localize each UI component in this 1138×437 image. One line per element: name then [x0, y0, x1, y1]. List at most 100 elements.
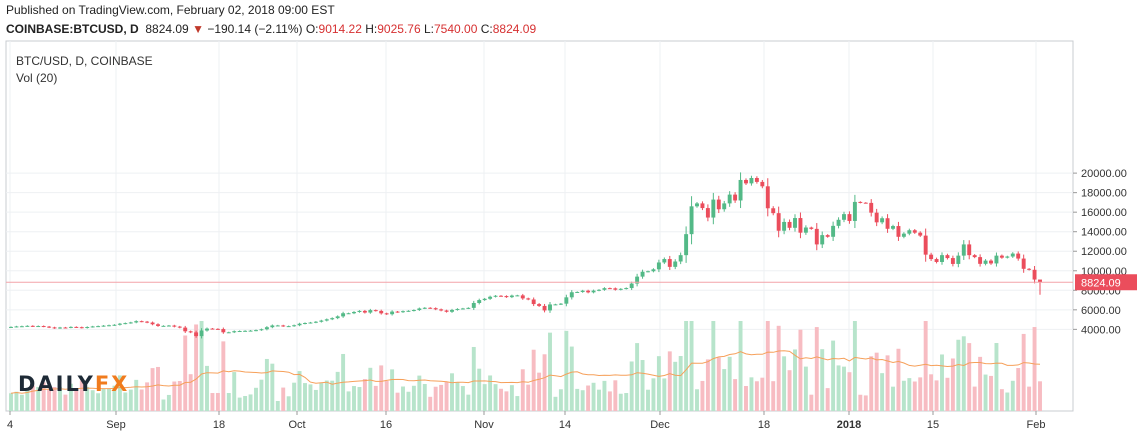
volume-bar — [390, 369, 395, 411]
volume-bar — [183, 335, 188, 411]
volume-bar — [553, 396, 558, 411]
x-tick-label: Dec — [650, 419, 670, 431]
candle-body — [488, 296, 493, 299]
volume-bar — [923, 321, 928, 411]
candle-body — [368, 310, 373, 313]
candle-body — [520, 295, 525, 299]
candle-body — [945, 255, 950, 259]
volume-bar — [243, 396, 248, 411]
candle-body — [161, 325, 166, 327]
candle-body — [1005, 256, 1010, 258]
volume-bar — [248, 394, 253, 411]
candle-body — [123, 323, 128, 325]
candle-body — [537, 304, 542, 306]
volume-bar — [591, 382, 596, 411]
candle-body — [433, 308, 438, 310]
volume-bar — [172, 381, 177, 411]
volume-bar — [58, 386, 62, 411]
x-tick-label: 2018 — [837, 419, 861, 431]
candle-body — [744, 179, 748, 184]
volume-bar — [863, 395, 868, 411]
candle-body — [346, 313, 351, 315]
candle-body — [542, 305, 547, 311]
y-tick-label: 12000.00 — [1081, 246, 1127, 258]
volume-bar — [439, 384, 444, 411]
candle-body — [47, 326, 52, 328]
candle-body — [85, 327, 90, 329]
volume-bar — [765, 321, 770, 411]
volume-bar — [662, 378, 667, 411]
candle-body — [428, 307, 433, 309]
volume-bar — [907, 378, 912, 411]
volume-bar — [319, 383, 324, 411]
candle-body — [313, 321, 318, 323]
candle-body — [820, 235, 825, 245]
y-tick-label: 16000.00 — [1081, 207, 1127, 219]
volume-bar — [820, 349, 825, 411]
candle-body — [466, 307, 471, 309]
candle-body — [509, 295, 514, 298]
candle-body — [1021, 258, 1026, 269]
candle-body — [352, 311, 356, 314]
volume-bar — [460, 386, 465, 411]
candle-body — [477, 300, 482, 303]
candle-body — [880, 218, 885, 223]
candle-body — [842, 214, 846, 220]
candle-body — [896, 226, 901, 237]
candle-body — [455, 308, 460, 310]
volume-bar — [150, 368, 155, 411]
candle-body — [809, 227, 814, 229]
candle-body — [618, 288, 623, 290]
candle-body — [787, 221, 792, 228]
volume-bar — [477, 368, 482, 411]
candle-body — [210, 328, 215, 330]
volume-bar — [19, 394, 24, 411]
candle-body — [74, 326, 79, 328]
candle-body — [194, 332, 199, 337]
candle-body — [275, 325, 280, 327]
y-tick-label: 4000.00 — [1081, 324, 1121, 336]
x-tick-label: 4 — [7, 419, 13, 431]
candle-body — [215, 328, 220, 330]
volume-bar — [215, 392, 220, 411]
volume-bar — [373, 385, 378, 411]
down-triangle-icon: ▼ — [192, 22, 204, 36]
candle-body — [934, 259, 939, 262]
candle-body — [907, 230, 912, 234]
volume-bar — [9, 393, 13, 411]
volume-bar — [858, 394, 863, 411]
candle-body — [607, 288, 612, 290]
volume-bar — [782, 356, 787, 411]
dailyfx-logo: DAILYFX — [18, 372, 130, 396]
volume-bar — [733, 379, 738, 411]
volume-bar — [275, 401, 280, 411]
x-tick-label: 16 — [380, 419, 392, 431]
volume-bar — [602, 380, 607, 411]
candle-body — [390, 311, 395, 315]
volume-bar — [139, 389, 144, 411]
volume-bar — [814, 327, 819, 411]
volume-bar — [945, 377, 950, 411]
candle-body — [324, 319, 329, 321]
candle-body — [983, 260, 988, 264]
volume-bar — [787, 370, 792, 411]
volume-bar — [297, 371, 302, 411]
candle-body — [107, 325, 111, 327]
volume-bar — [466, 394, 471, 411]
candle-body — [836, 219, 841, 226]
volume-bar — [537, 372, 542, 411]
volume-bar — [232, 372, 237, 411]
volume-bar — [749, 377, 754, 411]
volume-bar — [847, 372, 852, 411]
volume-bar — [368, 367, 373, 411]
open-label: O: — [305, 22, 319, 36]
volume-bar — [428, 396, 433, 411]
volume-bar — [36, 386, 41, 411]
volume-bar — [85, 386, 90, 411]
candle-body — [586, 290, 591, 293]
volume-bar — [352, 386, 356, 411]
volume-bar — [885, 355, 890, 411]
volume-bar — [303, 383, 307, 411]
volume-bar — [940, 354, 944, 411]
